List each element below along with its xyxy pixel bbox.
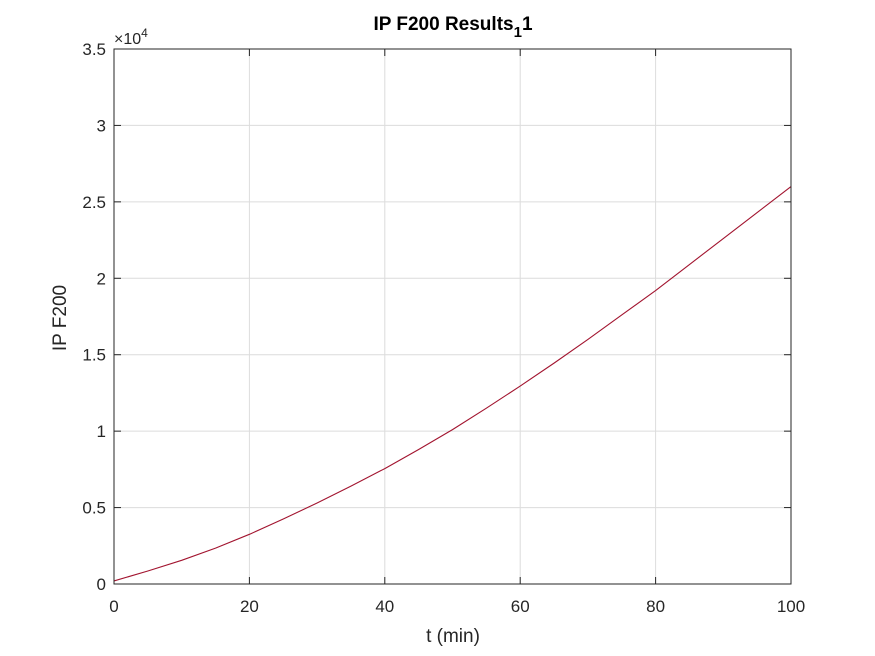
x-tick-label: 20 — [240, 597, 259, 616]
y-exponent-power: 4 — [141, 26, 148, 40]
y-tick-label: 2.5 — [82, 193, 106, 212]
series-line — [113, 186, 792, 582]
y-tick-label: 1.5 — [82, 346, 106, 365]
y-tick-label: 0 — [97, 575, 106, 594]
x-tick-label: 60 — [511, 597, 530, 616]
y-axis-label: IP F200 — [50, 285, 71, 351]
chart-title-suffix: 1 — [522, 14, 533, 35]
x-axis-label: t (min) — [426, 626, 480, 647]
y-tick-label: 1 — [97, 422, 106, 441]
x-tick-label: 0 — [109, 597, 118, 616]
y-exponent-base: ×10 — [114, 31, 141, 48]
axes-box — [113, 48, 792, 585]
axes-layer — [113, 48, 792, 585]
chart-title-subscript: 1 — [514, 24, 522, 41]
line-layer — [113, 186, 792, 582]
y-tick-label: 0.5 — [82, 499, 106, 518]
chart-title-main: IP F200 Results — [373, 14, 513, 35]
tick-layer: 0 20 40 60 80 100 0 0.5 1 1.5 2 2.5 3 3.5 — [82, 40, 805, 616]
y-exponent-label: ×104 — [114, 26, 148, 48]
x-tick-label: 40 — [375, 597, 394, 616]
chart-title: IP F200 Results11 — [373, 14, 532, 41]
y-tick-label: 3.5 — [82, 40, 106, 59]
y-tick-label: 2 — [97, 269, 106, 288]
x-tick-label: 80 — [646, 597, 665, 616]
x-tick-label: 100 — [777, 597, 805, 616]
y-tick-label: 3 — [97, 116, 106, 135]
grid-layer — [114, 49, 791, 584]
